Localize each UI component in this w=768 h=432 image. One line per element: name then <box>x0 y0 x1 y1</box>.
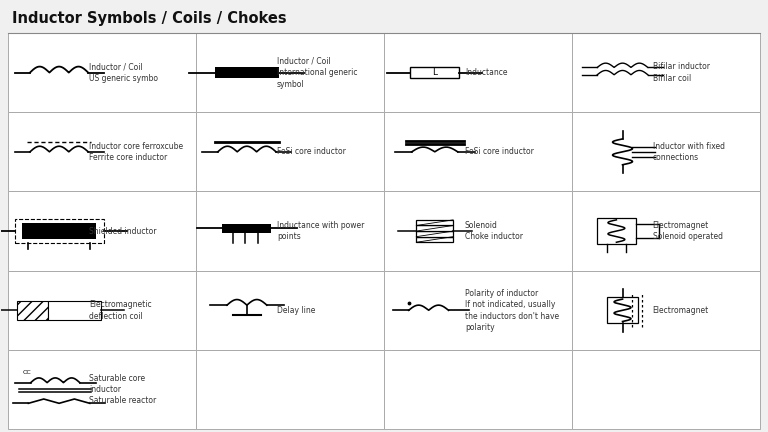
Bar <box>8 112 196 191</box>
Bar <box>598 218 636 244</box>
Bar <box>572 350 760 429</box>
Bar <box>572 33 760 112</box>
Text: Polarity of inductor
If not indicated, usually
the inductors don't have
polarity: Polarity of inductor If not indicated, u… <box>465 289 559 332</box>
Text: L: L <box>432 68 437 77</box>
Bar <box>607 297 638 323</box>
Bar <box>8 271 196 350</box>
Bar <box>8 33 196 112</box>
Bar <box>196 271 384 350</box>
Bar <box>196 33 384 112</box>
Text: CC: CC <box>22 370 31 375</box>
Text: Inductance with power
points: Inductance with power points <box>277 221 364 241</box>
Text: Shielded inductor: Shielded inductor <box>89 226 157 235</box>
Bar <box>15 219 104 243</box>
Bar <box>8 350 196 429</box>
Text: Saturable core
inductor
Saturable reactor: Saturable core inductor Saturable reacto… <box>89 374 157 406</box>
Text: Inductor Symbols / Coils / Chokes: Inductor Symbols / Coils / Chokes <box>12 12 286 26</box>
Bar <box>384 191 572 271</box>
Bar <box>416 237 453 242</box>
Bar <box>416 226 453 231</box>
Text: Inductance: Inductance <box>465 68 507 77</box>
Bar <box>196 112 384 191</box>
Text: FeSi core inductor: FeSi core inductor <box>277 147 346 156</box>
Bar <box>22 223 96 239</box>
Bar <box>416 231 453 237</box>
Text: Bifilar inductor
Bifilar coil: Bifilar inductor Bifilar coil <box>653 62 710 83</box>
Text: Inductor with fixed
connections: Inductor with fixed connections <box>653 142 724 162</box>
Bar <box>17 301 48 320</box>
Bar <box>215 67 279 78</box>
Text: Electromagnetic
deflection coil: Electromagnetic deflection coil <box>89 300 152 321</box>
Bar <box>196 191 384 271</box>
Bar <box>384 33 572 112</box>
Bar <box>410 67 459 78</box>
Text: Delay line: Delay line <box>277 306 316 315</box>
Bar <box>384 112 572 191</box>
Text: Inductor core ferroxcube
Ferrite core inductor: Inductor core ferroxcube Ferrite core in… <box>89 142 184 162</box>
Bar <box>384 350 572 429</box>
Bar <box>8 191 196 271</box>
Text: Electromagnet: Electromagnet <box>653 306 709 315</box>
Bar <box>48 301 101 320</box>
Text: Solenoid
Choke inductor: Solenoid Choke inductor <box>465 221 523 241</box>
Text: Inductor / Coil
US generic symbo: Inductor / Coil US generic symbo <box>89 62 158 83</box>
Bar <box>572 112 760 191</box>
Bar <box>416 220 453 226</box>
Text: Inductor / Coil
International generic
symbol: Inductor / Coil International generic sy… <box>277 57 357 89</box>
Bar <box>572 271 760 350</box>
Bar <box>223 224 271 233</box>
Text: Electromagnet
Solenoid operated: Electromagnet Solenoid operated <box>653 221 723 241</box>
Bar <box>572 191 760 271</box>
Bar <box>196 350 384 429</box>
Text: FeSi core inductor: FeSi core inductor <box>465 147 534 156</box>
Bar <box>384 271 572 350</box>
